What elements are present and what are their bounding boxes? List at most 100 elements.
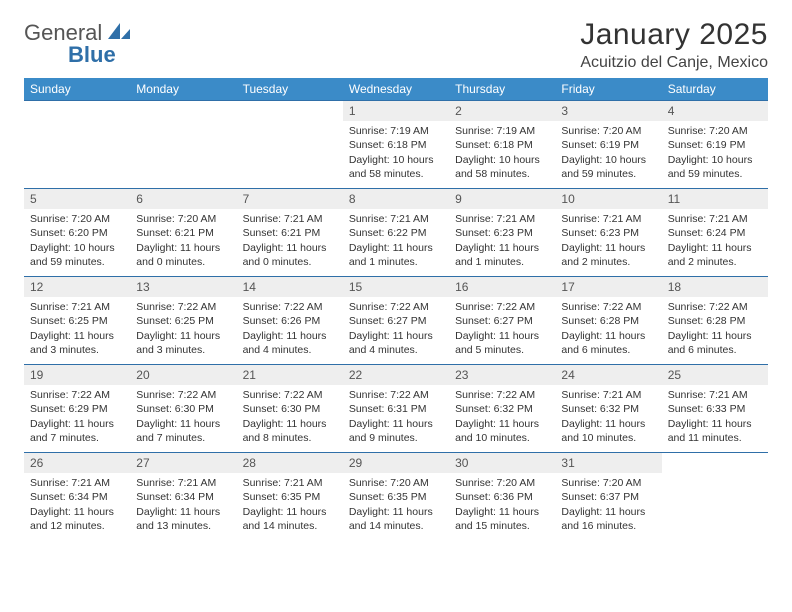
calendar-empty-cell: [237, 101, 343, 189]
calendar-day-cell: 6Sunrise: 7:20 AMSunset: 6:21 PMDaylight…: [130, 189, 236, 277]
title-block: January 2025 Acuitzio del Canje, Mexico: [580, 18, 768, 72]
day-details: Sunrise: 7:21 AMSunset: 6:33 PMDaylight:…: [662, 385, 768, 449]
calendar-empty-cell: [24, 101, 130, 189]
day-number: 15: [343, 277, 449, 297]
day-number: 31: [555, 453, 661, 473]
calendar-week-row: 12Sunrise: 7:21 AMSunset: 6:25 PMDayligh…: [24, 277, 768, 365]
day-details: Sunrise: 7:21 AMSunset: 6:24 PMDaylight:…: [662, 209, 768, 273]
calendar-day-cell: 11Sunrise: 7:21 AMSunset: 6:24 PMDayligh…: [662, 189, 768, 277]
day-number: 2: [449, 101, 555, 121]
calendar-day-cell: 3Sunrise: 7:20 AMSunset: 6:19 PMDaylight…: [555, 101, 661, 189]
day-number: 19: [24, 365, 130, 385]
calendar-day-cell: 5Sunrise: 7:20 AMSunset: 6:20 PMDaylight…: [24, 189, 130, 277]
weekday-header: Friday: [555, 78, 661, 101]
day-number: 3: [555, 101, 661, 121]
day-number: 11: [662, 189, 768, 209]
location-text: Acuitzio del Canje, Mexico: [580, 54, 768, 72]
day-number: 27: [130, 453, 236, 473]
calendar-day-cell: 18Sunrise: 7:22 AMSunset: 6:28 PMDayligh…: [662, 277, 768, 365]
day-number: 18: [662, 277, 768, 297]
day-details: Sunrise: 7:20 AMSunset: 6:21 PMDaylight:…: [130, 209, 236, 273]
day-details: Sunrise: 7:21 AMSunset: 6:23 PMDaylight:…: [449, 209, 555, 273]
day-number: 1: [343, 101, 449, 121]
day-number: 21: [237, 365, 343, 385]
calendar-day-cell: 26Sunrise: 7:21 AMSunset: 6:34 PMDayligh…: [24, 453, 130, 541]
day-number: 17: [555, 277, 661, 297]
day-details: Sunrise: 7:20 AMSunset: 6:36 PMDaylight:…: [449, 473, 555, 537]
month-title: January 2025: [580, 18, 768, 52]
calendar-day-cell: 22Sunrise: 7:22 AMSunset: 6:31 PMDayligh…: [343, 365, 449, 453]
calendar-day-cell: 23Sunrise: 7:22 AMSunset: 6:32 PMDayligh…: [449, 365, 555, 453]
day-details: Sunrise: 7:22 AMSunset: 6:30 PMDaylight:…: [130, 385, 236, 449]
day-details: Sunrise: 7:20 AMSunset: 6:19 PMDaylight:…: [555, 121, 661, 185]
calendar-day-cell: 24Sunrise: 7:21 AMSunset: 6:32 PMDayligh…: [555, 365, 661, 453]
calendar-day-cell: 29Sunrise: 7:20 AMSunset: 6:35 PMDayligh…: [343, 453, 449, 541]
day-number: 10: [555, 189, 661, 209]
calendar-day-cell: 27Sunrise: 7:21 AMSunset: 6:34 PMDayligh…: [130, 453, 236, 541]
calendar-day-cell: 12Sunrise: 7:21 AMSunset: 6:25 PMDayligh…: [24, 277, 130, 365]
day-details: Sunrise: 7:21 AMSunset: 6:32 PMDaylight:…: [555, 385, 661, 449]
calendar-day-cell: 30Sunrise: 7:20 AMSunset: 6:36 PMDayligh…: [449, 453, 555, 541]
day-details: Sunrise: 7:22 AMSunset: 6:28 PMDaylight:…: [555, 297, 661, 361]
calendar-day-cell: 21Sunrise: 7:22 AMSunset: 6:30 PMDayligh…: [237, 365, 343, 453]
day-details: Sunrise: 7:22 AMSunset: 6:31 PMDaylight:…: [343, 385, 449, 449]
day-details: Sunrise: 7:22 AMSunset: 6:30 PMDaylight:…: [237, 385, 343, 449]
day-number: 20: [130, 365, 236, 385]
day-number: 23: [449, 365, 555, 385]
day-details: Sunrise: 7:21 AMSunset: 6:22 PMDaylight:…: [343, 209, 449, 273]
day-details: Sunrise: 7:22 AMSunset: 6:27 PMDaylight:…: [343, 297, 449, 361]
calendar-day-cell: 2Sunrise: 7:19 AMSunset: 6:18 PMDaylight…: [449, 101, 555, 189]
day-details: Sunrise: 7:22 AMSunset: 6:28 PMDaylight:…: [662, 297, 768, 361]
day-number: 8: [343, 189, 449, 209]
calendar-body: 1Sunrise: 7:19 AMSunset: 6:18 PMDaylight…: [24, 101, 768, 541]
calendar-day-cell: 8Sunrise: 7:21 AMSunset: 6:22 PMDaylight…: [343, 189, 449, 277]
calendar-header-row: SundayMondayTuesdayWednesdayThursdayFrid…: [24, 78, 768, 101]
calendar-day-cell: 31Sunrise: 7:20 AMSunset: 6:37 PMDayligh…: [555, 453, 661, 541]
calendar-day-cell: 20Sunrise: 7:22 AMSunset: 6:30 PMDayligh…: [130, 365, 236, 453]
day-details: Sunrise: 7:22 AMSunset: 6:26 PMDaylight:…: [237, 297, 343, 361]
day-details: Sunrise: 7:20 AMSunset: 6:37 PMDaylight:…: [555, 473, 661, 537]
day-details: Sunrise: 7:21 AMSunset: 6:23 PMDaylight:…: [555, 209, 661, 273]
day-details: Sunrise: 7:19 AMSunset: 6:18 PMDaylight:…: [343, 121, 449, 185]
calendar-day-cell: 25Sunrise: 7:21 AMSunset: 6:33 PMDayligh…: [662, 365, 768, 453]
day-number: 26: [24, 453, 130, 473]
day-details: Sunrise: 7:21 AMSunset: 6:34 PMDaylight:…: [130, 473, 236, 537]
calendar-day-cell: 16Sunrise: 7:22 AMSunset: 6:27 PMDayligh…: [449, 277, 555, 365]
calendar-day-cell: 14Sunrise: 7:22 AMSunset: 6:26 PMDayligh…: [237, 277, 343, 365]
day-number: 22: [343, 365, 449, 385]
header: General January 2025 Acuitzio del Canje,…: [24, 18, 768, 72]
calendar-week-row: 5Sunrise: 7:20 AMSunset: 6:20 PMDaylight…: [24, 189, 768, 277]
weekday-header: Saturday: [662, 78, 768, 101]
day-number: 9: [449, 189, 555, 209]
calendar-table: SundayMondayTuesdayWednesdayThursdayFrid…: [24, 78, 768, 541]
day-number: 16: [449, 277, 555, 297]
day-details: Sunrise: 7:21 AMSunset: 6:34 PMDaylight:…: [24, 473, 130, 537]
day-number: 28: [237, 453, 343, 473]
day-details: Sunrise: 7:21 AMSunset: 6:35 PMDaylight:…: [237, 473, 343, 537]
day-number: 13: [130, 277, 236, 297]
weekday-header: Tuesday: [237, 78, 343, 101]
weekday-header: Monday: [130, 78, 236, 101]
day-details: Sunrise: 7:20 AMSunset: 6:20 PMDaylight:…: [24, 209, 130, 273]
logo-word-blue: Blue: [68, 42, 116, 67]
calendar-day-cell: 19Sunrise: 7:22 AMSunset: 6:29 PMDayligh…: [24, 365, 130, 453]
day-details: Sunrise: 7:21 AMSunset: 6:25 PMDaylight:…: [24, 297, 130, 361]
day-number: 25: [662, 365, 768, 385]
calendar-day-cell: 9Sunrise: 7:21 AMSunset: 6:23 PMDaylight…: [449, 189, 555, 277]
weekday-header: Wednesday: [343, 78, 449, 101]
calendar-day-cell: 28Sunrise: 7:21 AMSunset: 6:35 PMDayligh…: [237, 453, 343, 541]
day-details: Sunrise: 7:19 AMSunset: 6:18 PMDaylight:…: [449, 121, 555, 185]
day-number: 24: [555, 365, 661, 385]
calendar-day-cell: 4Sunrise: 7:20 AMSunset: 6:19 PMDaylight…: [662, 101, 768, 189]
day-number: 29: [343, 453, 449, 473]
weekday-header: Thursday: [449, 78, 555, 101]
calendar-day-cell: 15Sunrise: 7:22 AMSunset: 6:27 PMDayligh…: [343, 277, 449, 365]
day-number: 5: [24, 189, 130, 209]
weekday-header: Sunday: [24, 78, 130, 101]
calendar-day-cell: 10Sunrise: 7:21 AMSunset: 6:23 PMDayligh…: [555, 189, 661, 277]
calendar-week-row: 1Sunrise: 7:19 AMSunset: 6:18 PMDaylight…: [24, 101, 768, 189]
day-details: Sunrise: 7:20 AMSunset: 6:19 PMDaylight:…: [662, 121, 768, 185]
calendar-day-cell: 7Sunrise: 7:21 AMSunset: 6:21 PMDaylight…: [237, 189, 343, 277]
calendar-day-cell: 1Sunrise: 7:19 AMSunset: 6:18 PMDaylight…: [343, 101, 449, 189]
day-number: 4: [662, 101, 768, 121]
